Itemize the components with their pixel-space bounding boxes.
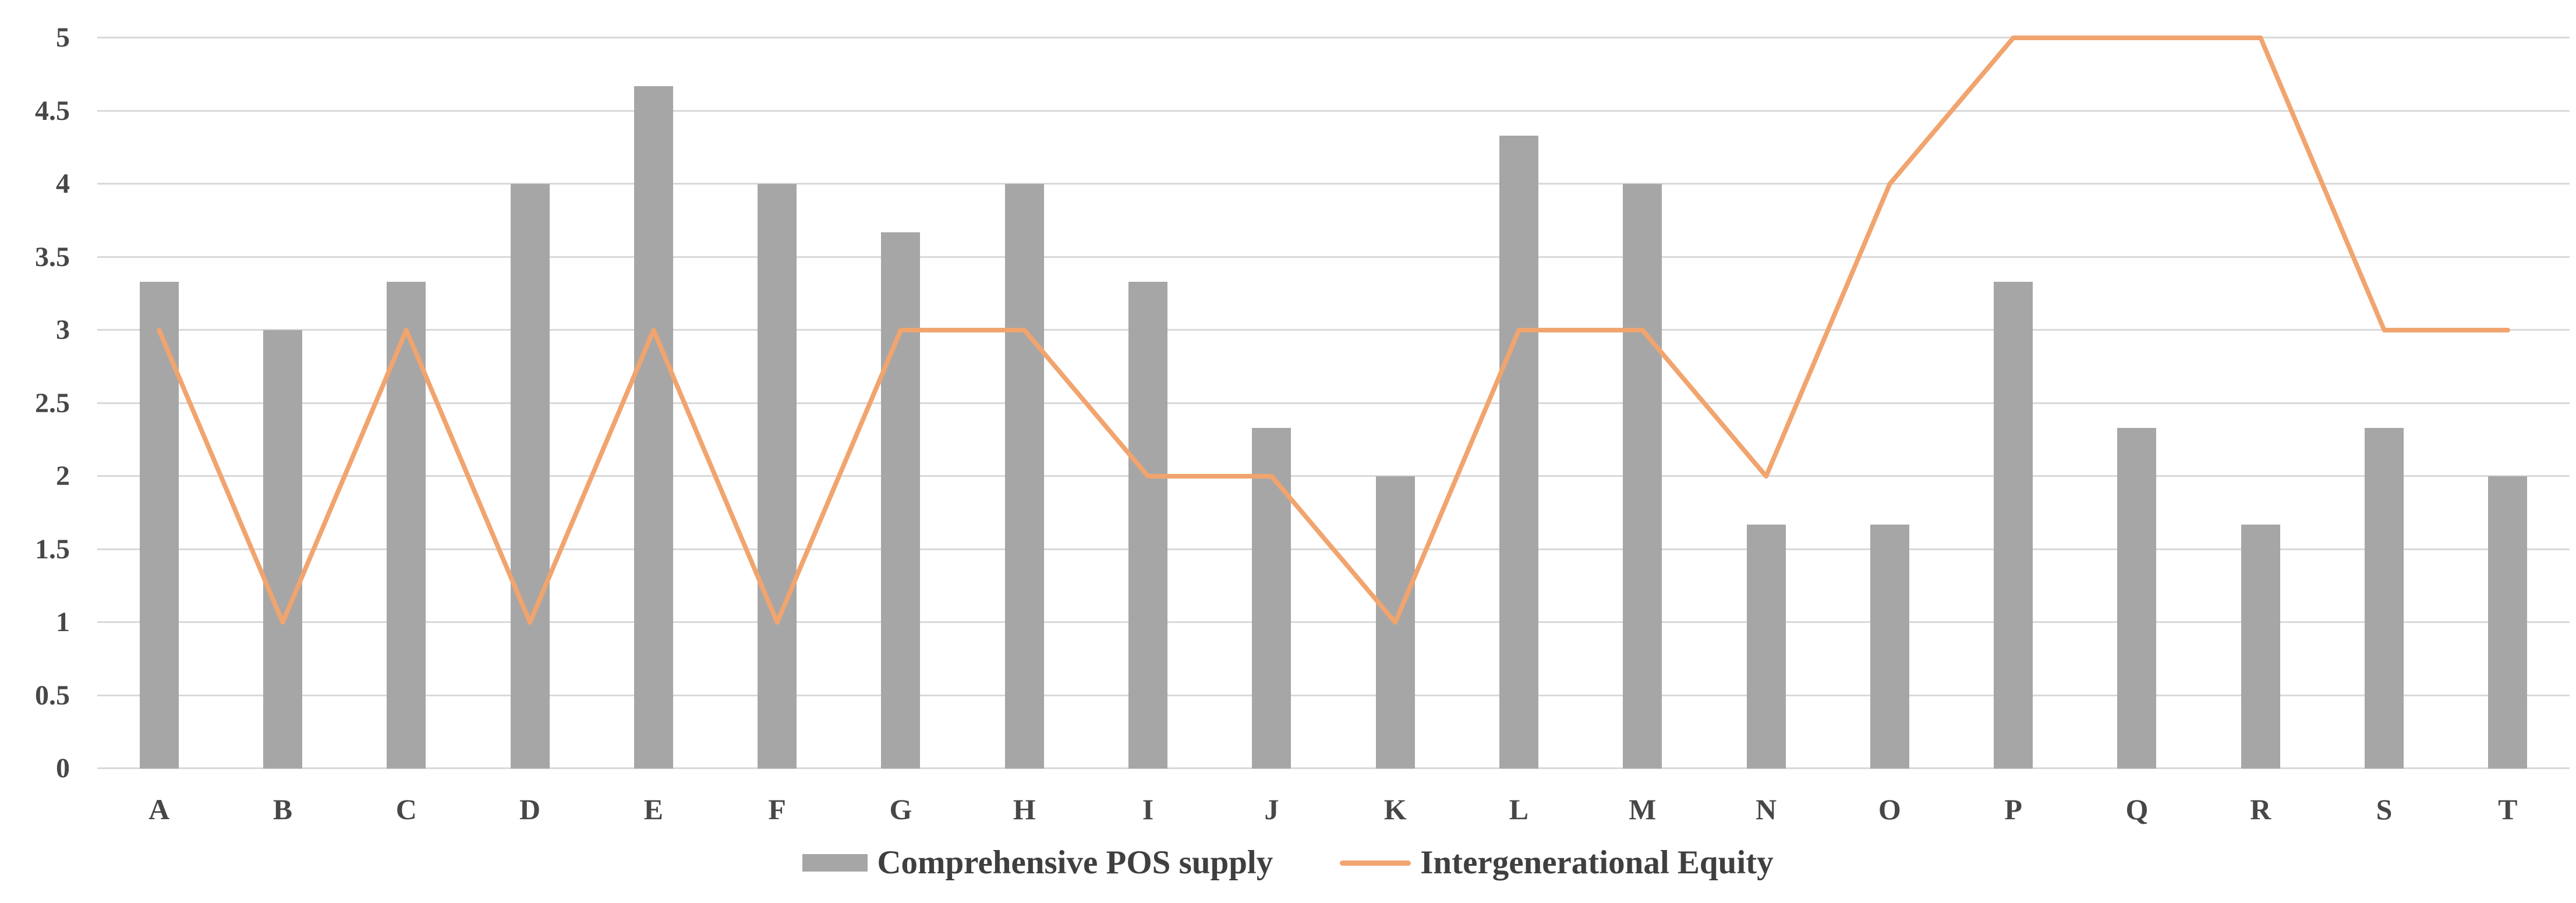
bar-slot — [1457, 38, 1580, 769]
bar-slot — [2075, 38, 2199, 769]
x-axis-label-G: G — [889, 793, 912, 826]
legend: Comprehensive POS supply Intergeneration… — [0, 844, 2576, 881]
x-axis-label-R: R — [2250, 793, 2271, 826]
y-axis-tick-label: 0.5 — [35, 679, 70, 711]
bar-S — [2365, 428, 2404, 769]
gridline — [97, 402, 2570, 404]
bar-swatch-icon — [802, 854, 868, 872]
gridline — [97, 329, 2570, 331]
y-axis: 0 0.5 1 1.5 2 2.5 3 3.5 4 4.5 5 — [0, 24, 97, 782]
bar-E — [634, 86, 673, 769]
bar-N — [1746, 524, 1786, 769]
bar-slot — [716, 38, 839, 769]
x-axis-label-N: N — [1755, 793, 1777, 826]
bar-G — [881, 232, 921, 769]
bar-B — [263, 330, 302, 769]
x-axis-label-P: P — [2004, 793, 2022, 826]
plot-area — [97, 36, 2570, 769]
bar-slot — [1828, 38, 1951, 769]
bar-slot — [963, 38, 1086, 769]
bar-slot — [1704, 38, 1828, 769]
bar-O — [1870, 524, 1909, 769]
x-axis-label-O: O — [1878, 793, 1901, 826]
line-swatch-icon — [1340, 860, 1411, 866]
bar-P — [1994, 282, 2033, 769]
y-axis-tick-label: 2 — [56, 461, 70, 491]
y-axis-tick-label: 4 — [56, 168, 70, 199]
x-axis-label-K: K — [1383, 793, 1407, 826]
bar-slot — [2199, 38, 2322, 769]
gridline — [97, 256, 2570, 258]
legend-label-bar-series: Comprehensive POS supply — [877, 844, 1273, 881]
y-axis-tick-label: 4.5 — [35, 95, 70, 126]
line-series — [157, 36, 2510, 625]
x-axis-label-M: M — [1629, 793, 1657, 826]
y-axis-tick-label: 3 — [56, 314, 70, 345]
gridline — [97, 694, 2570, 696]
y-axis-tick-label: 1.5 — [35, 533, 70, 565]
x-axis-label-L: L — [1509, 793, 1529, 826]
legend-item-bar-series: Comprehensive POS supply — [802, 844, 1273, 881]
gridline — [97, 767, 2570, 769]
y-axis-tick-label: 2.5 — [35, 387, 70, 419]
x-axis-label-I: I — [1142, 793, 1154, 826]
gridline — [97, 475, 2570, 477]
bar-R — [2241, 524, 2280, 769]
x-axis-label-A: A — [148, 793, 170, 826]
bar-slot — [1952, 38, 2075, 769]
x-axis-label-C: C — [395, 793, 417, 826]
bar-H — [1004, 184, 1044, 769]
x-axis: A B C D E F G H I J K L M N O P Q R S T — [97, 791, 2570, 828]
bar-I — [1128, 282, 1168, 769]
x-axis-label-D: D — [519, 793, 541, 826]
bar-M — [1623, 184, 1662, 769]
x-axis-label-F: F — [768, 793, 786, 826]
bar-slot — [1581, 38, 1704, 769]
gridline — [97, 109, 2570, 112]
y-axis-tick-label: 0 — [56, 753, 70, 784]
gridline — [97, 37, 2570, 38]
bar-slot — [2322, 38, 2446, 769]
bar-slot — [1210, 38, 1333, 769]
y-axis-tick-label: 3.5 — [35, 241, 70, 272]
y-axis-tick-label: 5 — [56, 22, 70, 53]
y-axis-tick-label: 1 — [56, 607, 70, 638]
bar-F — [758, 184, 797, 769]
bar-L — [1499, 136, 1538, 769]
bar-Q — [2117, 428, 2157, 769]
x-axis-label-S: S — [2376, 793, 2393, 826]
x-axis-label-B: B — [273, 793, 293, 826]
bar-D — [510, 184, 550, 769]
bar-slot — [592, 38, 715, 769]
bar-slot — [839, 38, 963, 769]
x-axis-label-H: H — [1013, 793, 1036, 826]
bar-slot — [221, 38, 344, 769]
gridline — [97, 621, 2570, 623]
bar-slot — [2446, 38, 2570, 769]
bar-J — [1252, 428, 1291, 769]
legend-label-line-series: Intergenerational Equity — [1420, 844, 1774, 881]
legend-item-line-series: Intergenerational Equity — [1340, 844, 1774, 881]
gridline — [97, 183, 2570, 185]
x-axis-label-E: E — [643, 793, 664, 826]
x-axis-label-J: J — [1264, 793, 1279, 826]
line-series-path — [157, 36, 2510, 625]
bar-slot — [1086, 38, 1209, 769]
x-axis-label-T: T — [2498, 793, 2518, 826]
bar-slot — [468, 38, 592, 769]
bar-T — [2488, 476, 2528, 769]
x-axis-label-Q: Q — [2125, 793, 2149, 826]
